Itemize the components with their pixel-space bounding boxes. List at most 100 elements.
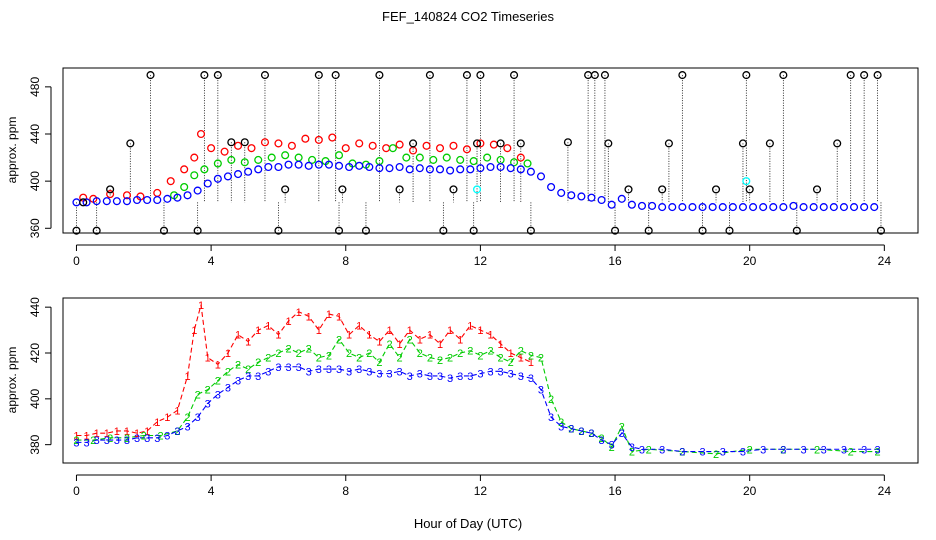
- label-series-1: 1: [306, 311, 312, 323]
- top-y-tick-label: 400: [28, 171, 42, 191]
- label-series-2: 2: [195, 389, 201, 401]
- point-series-3: [435, 165, 445, 174]
- label-series-2: 2: [407, 334, 413, 346]
- label-series-1: 1: [164, 412, 170, 424]
- bottom-x-tick-label: 8: [342, 484, 349, 498]
- point-series-3: [698, 203, 707, 212]
- point-series-flagged: [833, 139, 842, 148]
- label-series-1: 1: [255, 325, 261, 337]
- point-series-flagged: [624, 185, 633, 194]
- point-series-1: [368, 141, 377, 150]
- point-series-3: [658, 203, 667, 212]
- point-series-3: [587, 193, 596, 202]
- point-series-flagged: [146, 71, 155, 80]
- point-series-3: [294, 160, 303, 169]
- label-series-3: 3: [346, 366, 352, 378]
- label-series-3: 3: [114, 435, 120, 447]
- point-series-4: [472, 185, 482, 194]
- point-series-flagged: [600, 71, 609, 80]
- label-series-3: 3: [84, 437, 90, 449]
- point-series-2: [469, 157, 478, 166]
- point-series-3: [102, 197, 111, 206]
- label-series-2: 2: [457, 348, 463, 360]
- label-series-3: 3: [94, 435, 100, 447]
- label-series-2: 2: [336, 334, 342, 346]
- point-series-3: [233, 170, 243, 179]
- label-series-1: 1: [205, 353, 211, 365]
- label-series-2: 2: [265, 353, 271, 365]
- point-series-2: [510, 158, 519, 167]
- label-series-2: 2: [141, 431, 147, 443]
- label-series-2: 2: [326, 350, 332, 362]
- label-series-3: 3: [205, 398, 211, 410]
- label-series-1: 1: [427, 330, 433, 342]
- label-series-3: 3: [437, 371, 443, 383]
- label-series-3: 3: [568, 424, 574, 436]
- point-series-1: [122, 191, 132, 200]
- label-series-2: 2: [437, 355, 443, 367]
- point-series-1: [247, 144, 256, 153]
- point-series-1: [435, 144, 445, 153]
- point-series-3: [365, 162, 374, 172]
- top-plot-frame: [62, 67, 919, 234]
- figure-title: FEF_140824 CO2 Timeseries: [382, 9, 554, 24]
- label-series-3: 3: [296, 362, 302, 374]
- bottom-x-tick-label: 24: [878, 484, 892, 498]
- label-series-2: 2: [477, 350, 483, 362]
- label-series-3: 3: [376, 369, 382, 381]
- point-series-flagged: [644, 226, 653, 235]
- label-series-3: 3: [578, 426, 584, 438]
- label-series-3: 3: [861, 444, 867, 456]
- point-series-3: [799, 203, 808, 212]
- top-y-tick-label: 440: [28, 124, 42, 144]
- label-series-3: 3: [427, 371, 433, 383]
- label-series-3: 3: [447, 373, 453, 385]
- label-series-3: 3: [326, 364, 332, 376]
- label-series-2: 2: [275, 348, 281, 360]
- label-series-1: 1: [275, 330, 281, 342]
- label-series-2: 2: [296, 348, 302, 360]
- point-series-3: [254, 165, 263, 174]
- line-series-2: [76, 338, 878, 455]
- point-series-1: [409, 146, 418, 155]
- point-series-flagged: [331, 71, 340, 80]
- label-series-3: 3: [720, 447, 726, 459]
- point-series-1: [166, 177, 175, 186]
- label-series-1: 1: [154, 417, 160, 429]
- point-series-flagged: [213, 71, 222, 80]
- label-series-3: 3: [619, 428, 625, 440]
- point-series-3: [385, 164, 394, 173]
- point-series-1: [220, 147, 229, 156]
- label-series-3: 3: [144, 433, 150, 445]
- point-series-flagged: [200, 71, 209, 80]
- label-series-3: 3: [875, 444, 881, 456]
- label-series-2: 2: [386, 339, 392, 351]
- label-series-3: 3: [588, 428, 594, 440]
- label-series-1: 1: [225, 348, 231, 360]
- label-series-3: 3: [508, 369, 514, 381]
- point-series-3: [648, 201, 657, 210]
- label-series-3: 3: [124, 435, 130, 447]
- point-series-flagged: [779, 71, 788, 80]
- label-series-2: 2: [498, 353, 504, 365]
- point-series-2: [496, 155, 505, 164]
- point-series-3: [264, 162, 273, 172]
- bottom-x-tick-label: 12: [474, 484, 488, 498]
- label-series-3: 3: [518, 371, 524, 383]
- label-series-3: 3: [397, 366, 403, 378]
- point-series-1: [422, 141, 431, 150]
- label-series-2: 2: [124, 433, 130, 445]
- label-series-2: 2: [814, 444, 820, 456]
- label-series-1: 1: [94, 428, 100, 440]
- point-series-3: [122, 197, 132, 206]
- label-series-3: 3: [275, 362, 281, 374]
- label-series-3: 3: [306, 366, 312, 378]
- label-series-1: 1: [134, 428, 140, 440]
- point-series-3: [163, 194, 172, 203]
- label-series-2: 2: [518, 346, 524, 358]
- label-series-2: 2: [306, 343, 312, 355]
- point-series-3: [496, 162, 505, 172]
- point-series-3: [577, 192, 586, 201]
- point-series-1: [274, 139, 283, 148]
